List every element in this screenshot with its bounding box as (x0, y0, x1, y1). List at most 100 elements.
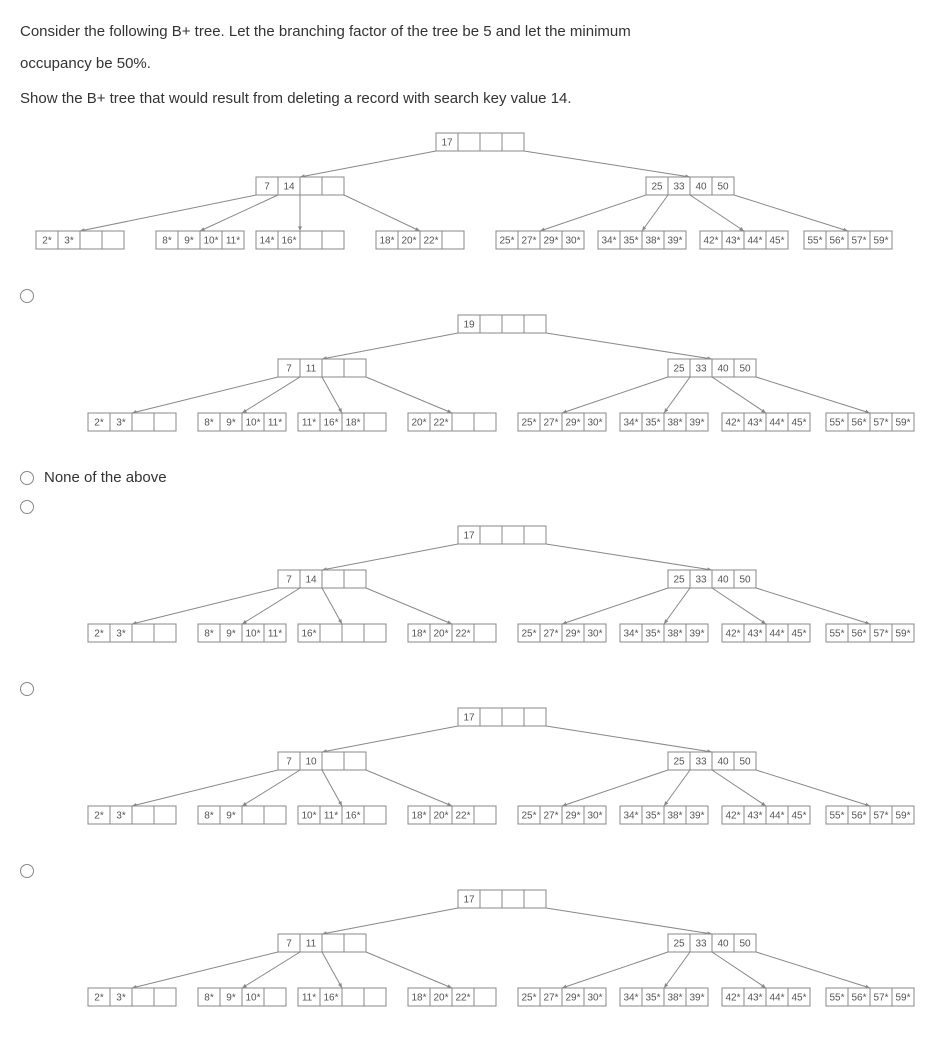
svg-text:55*: 55* (829, 811, 844, 822)
svg-text:55*: 55* (829, 629, 844, 640)
question-instruction: Show the B+ tree that would result from … (20, 90, 908, 107)
svg-text:18*: 18* (345, 418, 360, 429)
svg-text:2*: 2* (42, 236, 52, 247)
svg-text:42*: 42* (703, 236, 718, 247)
svg-text:7: 7 (286, 757, 292, 768)
svg-text:22*: 22* (455, 993, 470, 1004)
svg-text:25*: 25* (521, 993, 536, 1004)
svg-text:16*: 16* (323, 993, 338, 1004)
svg-text:42*: 42* (725, 629, 740, 640)
svg-text:57*: 57* (851, 236, 866, 247)
svg-text:59*: 59* (895, 993, 910, 1004)
svg-text:42*: 42* (725, 993, 740, 1004)
svg-text:59*: 59* (895, 418, 910, 429)
svg-text:44*: 44* (769, 418, 784, 429)
option-1-tree: 19711253340502*3*8*9*10*11*11*16*18*20*2… (20, 309, 908, 439)
svg-text:38*: 38* (667, 993, 682, 1004)
svg-text:29*: 29* (543, 236, 558, 247)
svg-text:18*: 18* (411, 993, 426, 1004)
svg-text:3*: 3* (116, 418, 126, 429)
svg-text:57*: 57* (873, 993, 888, 1004)
svg-text:39*: 39* (689, 993, 704, 1004)
svg-text:59*: 59* (895, 629, 910, 640)
svg-text:3*: 3* (116, 811, 126, 822)
svg-text:8*: 8* (204, 629, 214, 640)
svg-text:3*: 3* (116, 629, 126, 640)
svg-text:9*: 9* (184, 236, 194, 247)
given-tree: 17714253340502*3*8*9*10*11*14*16*18*20*2… (20, 127, 908, 257)
svg-text:20*: 20* (411, 418, 426, 429)
option-2[interactable] (20, 496, 908, 514)
svg-text:27*: 27* (543, 993, 558, 1004)
svg-text:7: 7 (286, 939, 292, 950)
svg-text:56*: 56* (851, 418, 866, 429)
svg-text:43*: 43* (747, 993, 762, 1004)
svg-text:10*: 10* (245, 418, 260, 429)
svg-text:10: 10 (305, 757, 317, 768)
option-3[interactable] (20, 678, 908, 696)
option-1[interactable] (20, 285, 908, 303)
svg-text:11*: 11* (302, 418, 316, 429)
svg-text:30*: 30* (587, 811, 602, 822)
svg-text:25*: 25* (521, 629, 536, 640)
svg-text:9*: 9* (226, 811, 236, 822)
svg-text:8*: 8* (204, 811, 214, 822)
svg-text:59*: 59* (873, 236, 888, 247)
svg-text:33: 33 (695, 364, 707, 375)
svg-text:40: 40 (717, 757, 729, 768)
svg-text:16*: 16* (301, 629, 316, 640)
svg-text:11*: 11* (268, 418, 282, 429)
svg-text:8*: 8* (204, 993, 214, 1004)
svg-text:25: 25 (673, 939, 685, 950)
svg-text:33: 33 (673, 182, 685, 193)
svg-text:44*: 44* (769, 629, 784, 640)
svg-text:34*: 34* (623, 629, 638, 640)
svg-text:11*: 11* (226, 236, 240, 247)
svg-text:45*: 45* (791, 629, 806, 640)
svg-text:42*: 42* (725, 418, 740, 429)
svg-text:44*: 44* (769, 993, 784, 1004)
option-3-tree: 17710253340502*3*8*9*10*11*16*18*20*22*2… (20, 702, 908, 832)
svg-text:9*: 9* (226, 629, 236, 640)
svg-text:16*: 16* (281, 236, 296, 247)
svg-text:43*: 43* (747, 629, 762, 640)
option-4[interactable] (20, 860, 908, 878)
svg-text:25*: 25* (521, 811, 536, 822)
svg-text:22*: 22* (455, 811, 470, 822)
svg-text:8*: 8* (204, 418, 214, 429)
svg-text:11*: 11* (324, 811, 338, 822)
svg-text:22*: 22* (455, 629, 470, 640)
svg-text:44*: 44* (769, 811, 784, 822)
svg-text:27*: 27* (543, 629, 558, 640)
svg-text:14: 14 (283, 182, 295, 193)
svg-text:29*: 29* (565, 418, 580, 429)
svg-text:10*: 10* (203, 236, 218, 247)
option-none[interactable]: None of the above (20, 467, 908, 486)
svg-text:9*: 9* (226, 993, 236, 1004)
svg-text:34*: 34* (601, 236, 616, 247)
svg-text:30*: 30* (587, 418, 602, 429)
svg-text:38*: 38* (645, 236, 660, 247)
svg-text:35*: 35* (645, 993, 660, 1004)
svg-text:14: 14 (305, 575, 317, 586)
svg-text:40: 40 (717, 364, 729, 375)
svg-text:35*: 35* (645, 629, 660, 640)
svg-text:50: 50 (739, 939, 751, 950)
svg-text:10*: 10* (245, 993, 260, 1004)
svg-text:16*: 16* (345, 811, 360, 822)
svg-text:11: 11 (306, 939, 317, 950)
svg-text:33: 33 (695, 757, 707, 768)
svg-text:14*: 14* (259, 236, 274, 247)
option-2-tree: 17714253340502*3*8*9*10*11*16*18*20*22*2… (20, 520, 908, 650)
svg-text:44*: 44* (747, 236, 762, 247)
svg-text:16*: 16* (323, 418, 338, 429)
svg-text:55*: 55* (829, 418, 844, 429)
svg-text:38*: 38* (667, 629, 682, 640)
svg-text:18*: 18* (411, 811, 426, 822)
svg-text:27*: 27* (521, 236, 536, 247)
svg-text:25: 25 (673, 575, 685, 586)
svg-text:39*: 39* (689, 629, 704, 640)
svg-text:3*: 3* (116, 993, 126, 1004)
svg-text:25*: 25* (499, 236, 514, 247)
svg-text:27*: 27* (543, 418, 558, 429)
